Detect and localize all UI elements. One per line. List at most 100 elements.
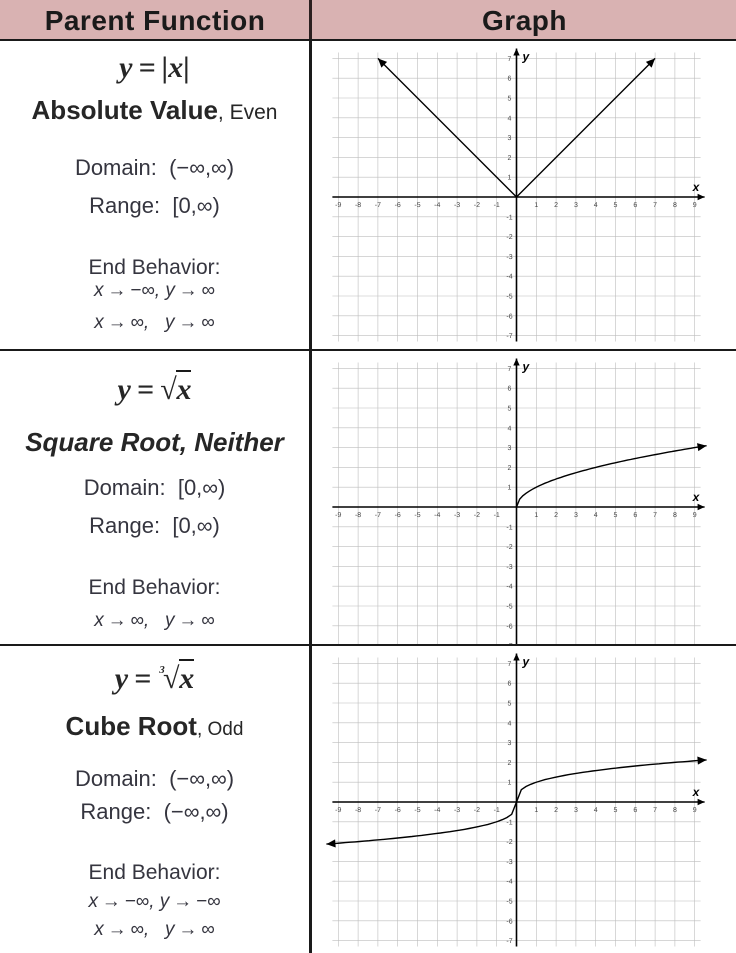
- svg-text:3: 3: [574, 202, 578, 209]
- svg-text:5: 5: [614, 807, 618, 814]
- svg-text:-7: -7: [506, 333, 512, 340]
- svg-text:x: x: [692, 785, 701, 799]
- svg-text:-7: -7: [375, 512, 381, 519]
- svg-text:8: 8: [673, 807, 677, 814]
- svg-text:6: 6: [508, 76, 512, 83]
- svg-text:1: 1: [508, 485, 512, 492]
- svg-text:2: 2: [508, 465, 512, 472]
- svg-text:7: 7: [653, 202, 657, 209]
- svg-text:-5: -5: [506, 899, 512, 906]
- svg-text:-2: -2: [474, 512, 480, 519]
- svg-text:-4: -4: [506, 274, 512, 281]
- svg-text:-5: -5: [414, 512, 420, 519]
- svg-text:1: 1: [508, 175, 512, 182]
- svg-text:-9: -9: [335, 202, 341, 209]
- svg-text:3: 3: [508, 740, 512, 747]
- svg-text:1: 1: [508, 780, 512, 787]
- svg-text:4: 4: [508, 720, 512, 727]
- svg-text:x: x: [692, 490, 701, 504]
- svg-text:-1: -1: [494, 807, 500, 814]
- svg-text:6: 6: [508, 681, 512, 688]
- svg-text:-1: -1: [494, 202, 500, 209]
- svg-text:-4: -4: [506, 584, 512, 591]
- svg-text:3: 3: [508, 135, 512, 142]
- svg-text:5: 5: [508, 406, 512, 413]
- svg-text:-4: -4: [434, 202, 440, 209]
- svg-text:-7: -7: [506, 938, 512, 945]
- svg-text:6: 6: [633, 512, 637, 519]
- svg-text:2: 2: [554, 807, 558, 814]
- svg-text:-5: -5: [414, 807, 420, 814]
- svg-text:5: 5: [508, 701, 512, 708]
- svg-text:5: 5: [614, 512, 618, 519]
- svg-text:-6: -6: [395, 512, 401, 519]
- svg-text:2: 2: [554, 202, 558, 209]
- svg-text:-7: -7: [375, 202, 381, 209]
- svg-text:-5: -5: [506, 294, 512, 301]
- svg-text:3: 3: [574, 512, 578, 519]
- svg-text:8: 8: [673, 512, 677, 519]
- svg-text:-1: -1: [506, 819, 512, 826]
- svg-text:-2: -2: [474, 807, 480, 814]
- svg-text:6: 6: [508, 386, 512, 393]
- svg-text:-2: -2: [506, 839, 512, 846]
- svg-text:-9: -9: [335, 807, 341, 814]
- svg-text:-4: -4: [434, 512, 440, 519]
- svg-text:-4: -4: [506, 879, 512, 886]
- svg-text:7: 7: [653, 512, 657, 519]
- svg-text:9: 9: [693, 512, 697, 519]
- svg-text:2: 2: [508, 155, 512, 162]
- svg-text:-6: -6: [506, 313, 512, 320]
- svg-text:-8: -8: [355, 807, 361, 814]
- svg-text:-6: -6: [395, 807, 401, 814]
- svg-text:-8: -8: [355, 512, 361, 519]
- svg-text:5: 5: [508, 96, 512, 103]
- svg-text:-1: -1: [506, 524, 512, 531]
- svg-text:6: 6: [633, 202, 637, 209]
- svg-text:-2: -2: [506, 544, 512, 551]
- svg-text:4: 4: [594, 512, 598, 519]
- svg-text:-6: -6: [506, 918, 512, 925]
- svg-text:1: 1: [534, 202, 538, 209]
- svg-text:-6: -6: [506, 623, 512, 630]
- svg-text:y: y: [522, 655, 531, 669]
- svg-text:7: 7: [508, 56, 512, 63]
- svg-text:x: x: [692, 180, 701, 194]
- svg-text:1: 1: [534, 512, 538, 519]
- svg-text:-3: -3: [454, 512, 460, 519]
- svg-text:-6: -6: [395, 202, 401, 209]
- svg-text:6: 6: [633, 807, 637, 814]
- svg-text:1: 1: [534, 807, 538, 814]
- svg-text:-5: -5: [506, 604, 512, 611]
- svg-text:-3: -3: [454, 807, 460, 814]
- svg-text:7: 7: [508, 366, 512, 373]
- svg-text:7: 7: [653, 807, 657, 814]
- svg-text:2: 2: [508, 760, 512, 767]
- svg-text:3: 3: [508, 445, 512, 452]
- svg-text:4: 4: [594, 807, 598, 814]
- svg-text:3: 3: [574, 807, 578, 814]
- svg-text:-7: -7: [375, 807, 381, 814]
- svg-text:7: 7: [508, 661, 512, 668]
- svg-text:-3: -3: [506, 859, 512, 866]
- svg-text:9: 9: [693, 202, 697, 209]
- svg-text:-3: -3: [506, 254, 512, 261]
- svg-text:-1: -1: [494, 512, 500, 519]
- svg-text:-9: -9: [335, 512, 341, 519]
- svg-text:y: y: [522, 360, 531, 374]
- svg-text:5: 5: [614, 202, 618, 209]
- svg-text:4: 4: [508, 115, 512, 122]
- svg-text:-3: -3: [454, 202, 460, 209]
- svg-text:4: 4: [508, 425, 512, 432]
- svg-text:-4: -4: [434, 807, 440, 814]
- svg-text:-3: -3: [506, 564, 512, 571]
- svg-text:9: 9: [693, 807, 697, 814]
- svg-text:8: 8: [673, 202, 677, 209]
- svg-text:-2: -2: [506, 234, 512, 241]
- svg-text:y: y: [522, 50, 531, 64]
- svg-text:-2: -2: [474, 202, 480, 209]
- svg-text:2: 2: [554, 512, 558, 519]
- svg-text:-1: -1: [506, 214, 512, 221]
- svg-text:4: 4: [594, 202, 598, 209]
- svg-text:-5: -5: [414, 202, 420, 209]
